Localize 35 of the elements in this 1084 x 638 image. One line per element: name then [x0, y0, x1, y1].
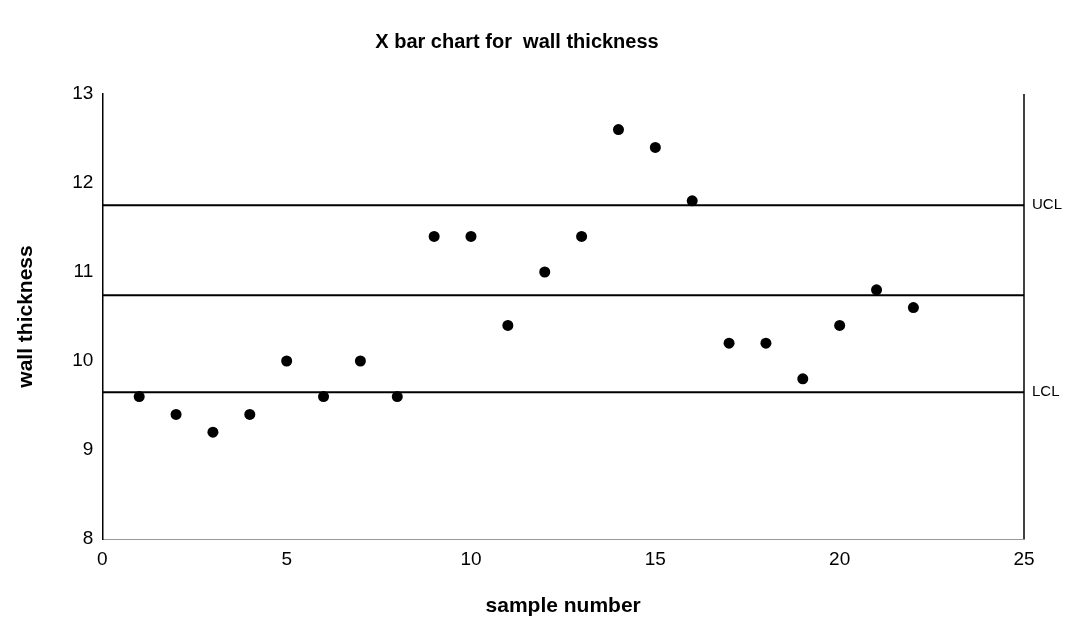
x-tick-label: 20 — [829, 547, 851, 569]
point — [612, 124, 624, 136]
y-axis-title: wall thickness — [13, 245, 37, 389]
point — [281, 355, 293, 367]
point — [907, 302, 919, 314]
point — [760, 337, 772, 349]
y-tick-label: 12 — [72, 171, 94, 193]
x-tick-label: 25 — [1013, 547, 1035, 569]
x-tick-label: 10 — [460, 547, 482, 569]
x-tick-label: 0 — [97, 547, 108, 569]
x-tick-label: 5 — [281, 547, 292, 569]
point — [797, 373, 809, 385]
point — [871, 284, 883, 296]
point — [465, 230, 477, 242]
y-tick-label: 9 — [82, 438, 94, 460]
chart-title: X bar chart for wall thickness — [375, 29, 659, 52]
point — [207, 426, 219, 438]
y-tick-label: 11 — [73, 260, 94, 282]
point — [244, 408, 256, 420]
point — [428, 230, 440, 242]
point — [502, 319, 514, 331]
y-tick-label: 10 — [72, 349, 94, 371]
point — [576, 230, 588, 242]
point — [834, 319, 846, 331]
ref-line-label: UCL — [1032, 195, 1063, 213]
point — [723, 337, 735, 349]
x-axis-title: sample number — [485, 593, 641, 617]
x-tick-label: 15 — [644, 547, 666, 569]
y-tick-label: 8 — [82, 527, 94, 549]
y-tick-label: 13 — [72, 82, 94, 104]
point — [354, 355, 366, 367]
point — [170, 408, 182, 420]
point — [539, 266, 551, 278]
ref-line-label: LCL — [1032, 382, 1060, 400]
point — [649, 141, 661, 153]
